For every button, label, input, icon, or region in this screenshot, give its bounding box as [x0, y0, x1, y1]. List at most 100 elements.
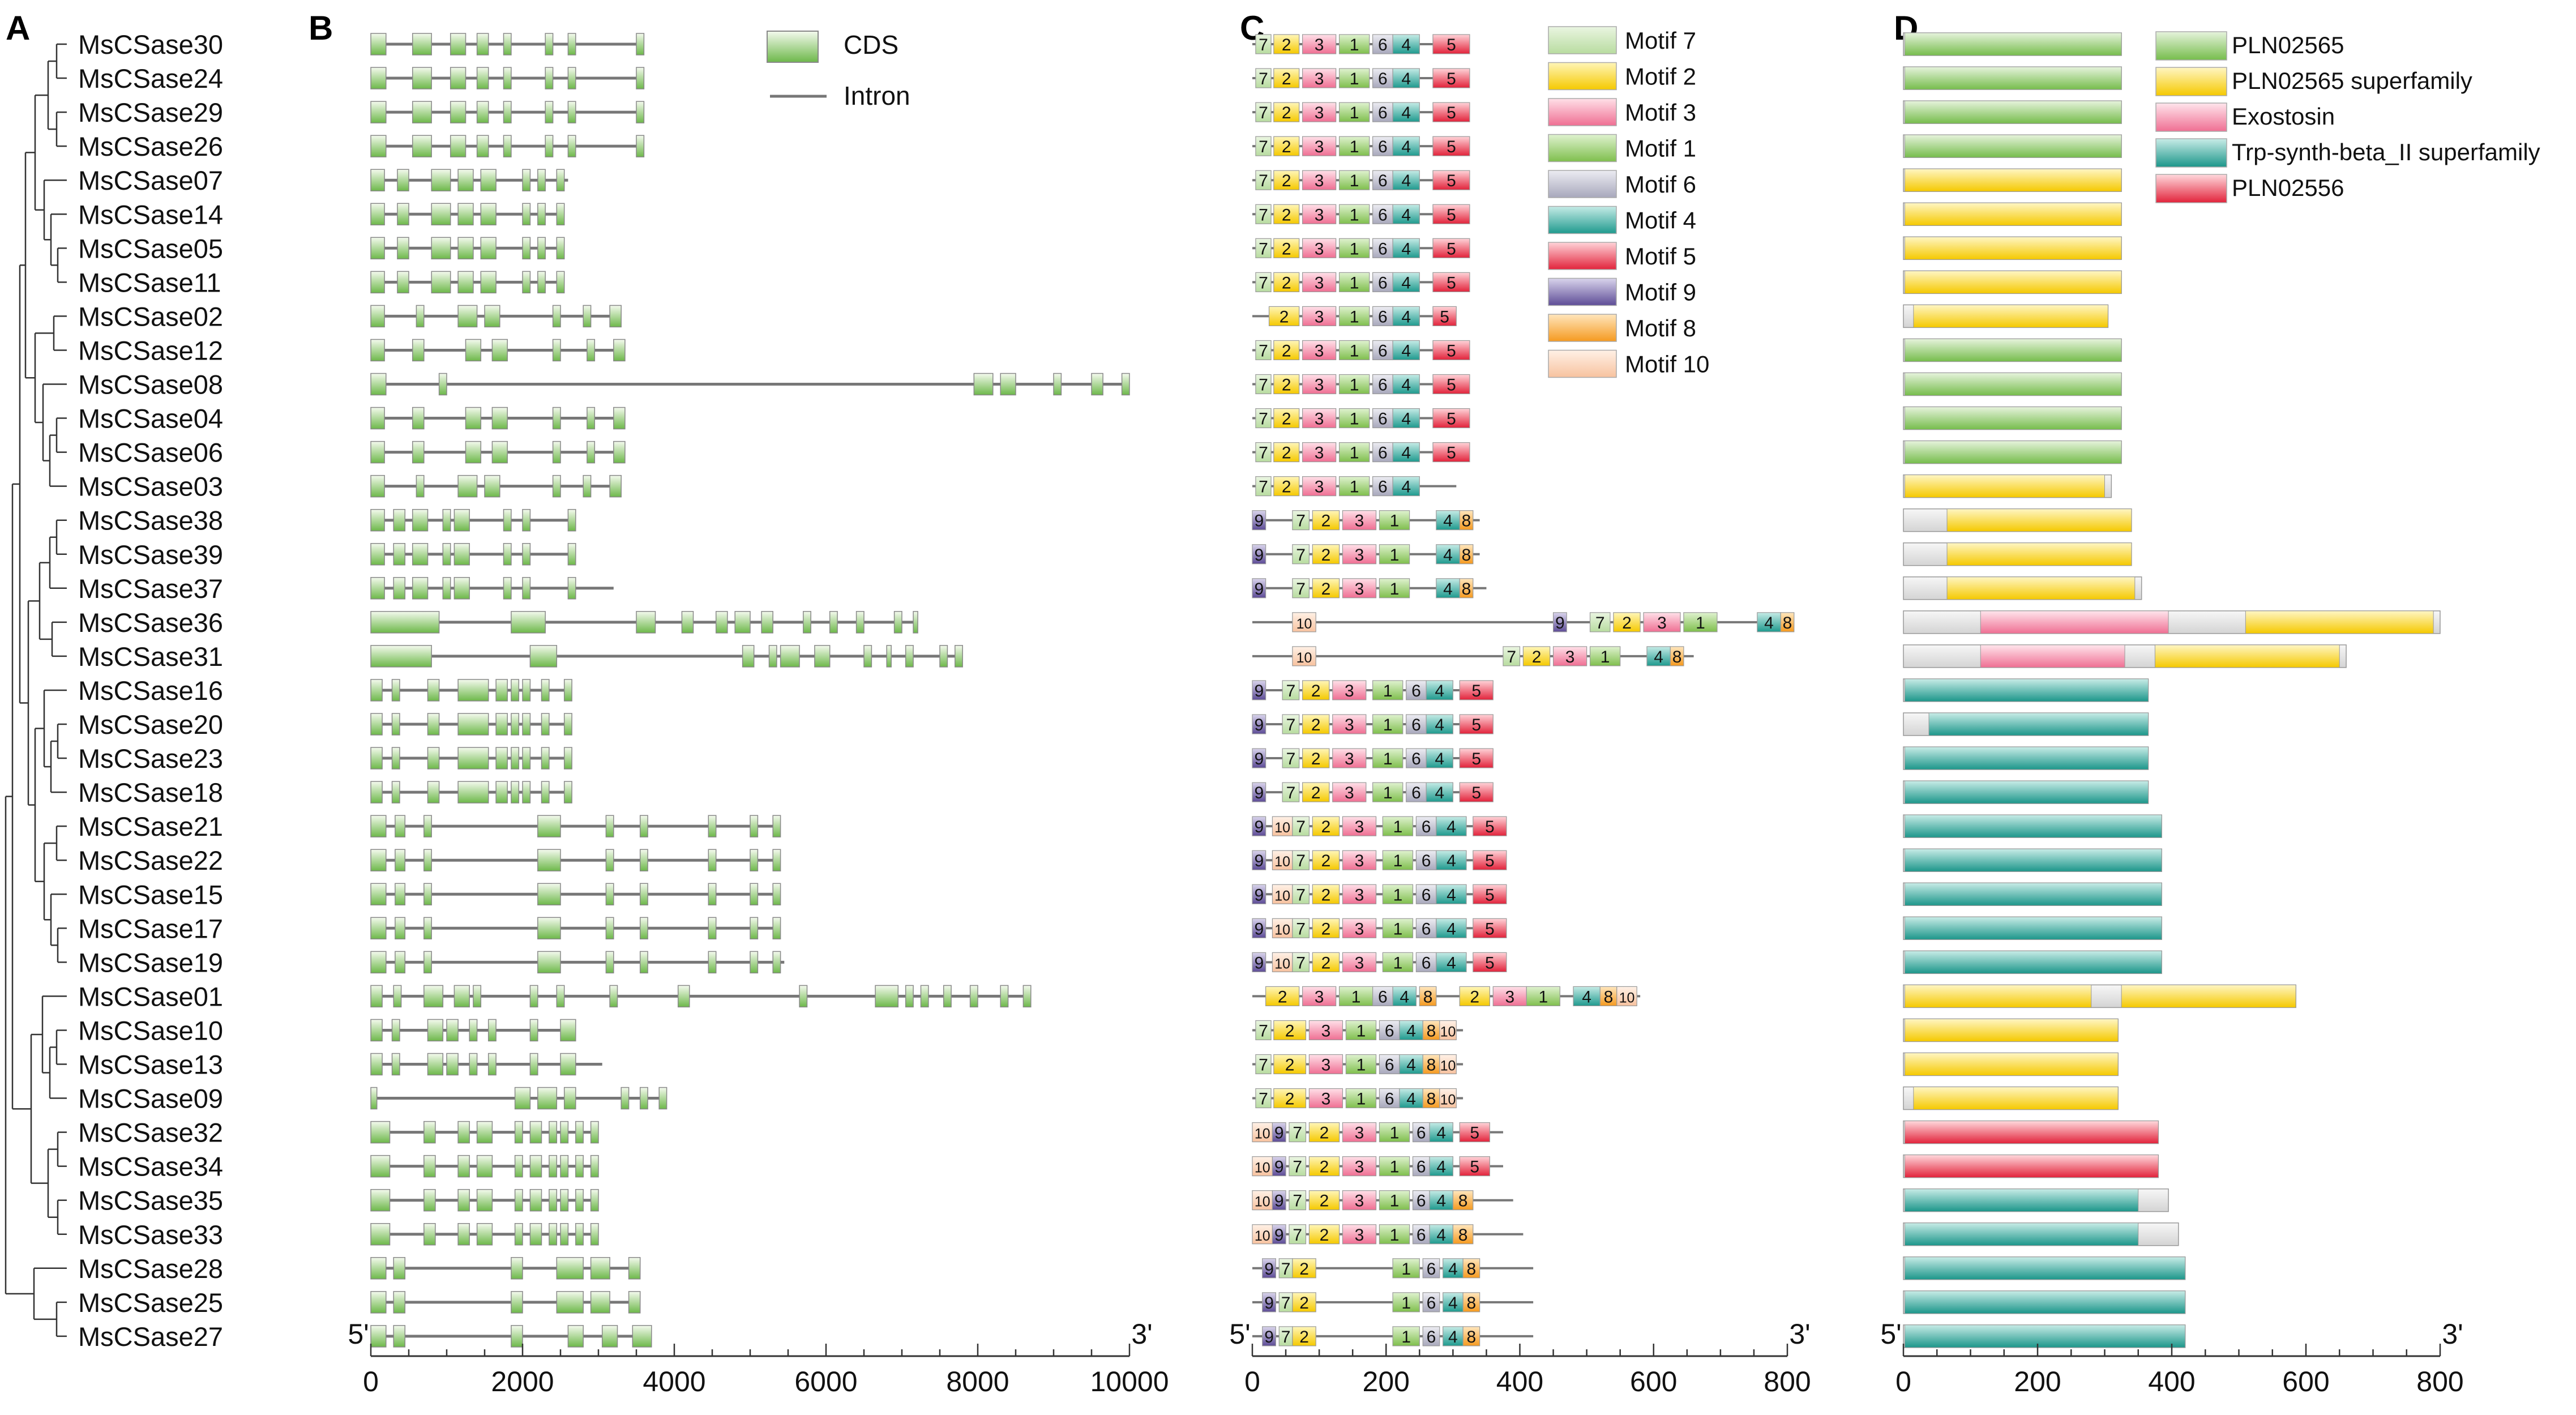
panel-label-a: A	[6, 9, 30, 47]
cds-exon	[628, 1257, 641, 1280]
motif-number: 4	[1448, 1328, 1458, 1346]
motif-number: 2	[1282, 240, 1291, 258]
cds-exon	[560, 1189, 569, 1212]
cds-exon	[814, 645, 831, 668]
cds-exon	[529, 1019, 538, 1042]
motif-number: 1	[1539, 987, 1548, 1006]
cds-exon	[511, 1257, 523, 1280]
cds-exon	[563, 1087, 576, 1110]
cds-exon	[537, 271, 546, 294]
domain-legend-label: PLN02565 superfamily	[2232, 67, 2472, 94]
motif-block	[1255, 102, 1272, 122]
cds-exon	[549, 1189, 558, 1212]
motif-axis-start-label: 5'	[1229, 1318, 1250, 1350]
domain-block	[1980, 644, 2125, 668]
motif-block	[1255, 374, 1272, 395]
motif-number: 4	[1764, 614, 1774, 632]
motif-number: 7	[1286, 784, 1296, 802]
motif-number: 4	[1435, 784, 1444, 802]
domain-legend-label: Exostosin	[2232, 103, 2335, 130]
motif-number: 5	[1471, 716, 1481, 734]
motif-number: 3	[1315, 444, 1324, 463]
motif-number: 8	[1783, 614, 1792, 632]
cds-exon	[370, 917, 387, 940]
cds-exon	[545, 135, 554, 157]
motif-block	[1392, 374, 1420, 395]
motif-block	[1252, 850, 1266, 870]
gene-label: MsCSase16	[78, 676, 223, 706]
cds-exon	[529, 1155, 542, 1178]
domain-block	[1904, 168, 2122, 192]
motif-number: 4	[1436, 1226, 1446, 1245]
cds-exon	[416, 474, 425, 498]
motif-number: 2	[1321, 954, 1331, 972]
cds-exon	[575, 1189, 584, 1212]
motif-number: 2	[1320, 1124, 1329, 1143]
motif-block	[1399, 1088, 1423, 1109]
cds-exon	[423, 985, 444, 1008]
motif-axis-tick-label: 800	[1764, 1366, 1811, 1397]
cds-exon	[480, 271, 497, 294]
motif-block	[1302, 272, 1337, 292]
cds-exon	[450, 135, 467, 157]
cds-exon	[556, 1291, 584, 1314]
motif-block	[1289, 1122, 1307, 1143]
cds-exon	[537, 883, 561, 905]
cds-exon	[431, 169, 451, 191]
motif-block	[1252, 680, 1266, 700]
motif-number: 5	[1471, 682, 1481, 700]
motif-block	[1252, 544, 1266, 565]
motif-legend-swatch	[1548, 242, 1617, 270]
cds-exon	[495, 679, 508, 702]
cds-exon	[537, 203, 546, 225]
cds-exon	[484, 305, 500, 328]
motif-block	[1312, 510, 1340, 531]
gene-label: MsCSase21	[78, 811, 223, 841]
motif-number: 9	[1254, 784, 1264, 802]
motif-block	[1342, 1156, 1377, 1177]
motif-block	[1342, 850, 1377, 870]
cds-exon	[772, 917, 781, 940]
motif-block	[1426, 782, 1453, 802]
motif-block	[1392, 34, 1420, 54]
motif-block	[1415, 952, 1437, 972]
motif-block	[1289, 1190, 1307, 1211]
motif-number: 5	[1485, 954, 1495, 972]
motif-block	[1338, 136, 1370, 156]
motif-number: 8	[1462, 546, 1471, 565]
motif-block	[1255, 476, 1272, 497]
motif-number: 7	[1595, 614, 1605, 632]
cds-exon	[905, 645, 914, 668]
motif-block	[1613, 612, 1641, 632]
motif-number: 2	[1311, 750, 1321, 768]
motif-number: 2	[1282, 138, 1291, 156]
motif-block	[1312, 884, 1340, 904]
cds-exon	[545, 67, 554, 89]
cds-exon	[522, 271, 531, 294]
cds-exon	[639, 1087, 648, 1110]
cds-exon	[549, 1223, 558, 1246]
cds-exon	[370, 508, 385, 532]
motif-block	[1643, 612, 1681, 632]
domain-block	[2121, 984, 2296, 1008]
motif-block	[1273, 374, 1300, 395]
motif-block	[1338, 986, 1373, 1007]
motif-block	[1338, 34, 1370, 54]
motif-block	[1379, 1122, 1410, 1143]
cds-exon	[587, 339, 596, 362]
cds-exon	[537, 169, 546, 191]
cds-exon	[556, 169, 565, 191]
motif-block	[1342, 578, 1377, 599]
motif-number: 3	[1345, 784, 1354, 802]
cds-exon	[605, 815, 614, 837]
domain-block	[1904, 678, 2149, 702]
motif-number: 1	[1350, 104, 1359, 122]
cds-exon	[522, 237, 531, 260]
motif-block	[1272, 1156, 1286, 1177]
motif-number: 5	[1447, 138, 1456, 156]
motif-number: 1	[1390, 580, 1400, 599]
gene-label: MsCSase14	[78, 199, 223, 229]
motif-block	[1392, 102, 1420, 122]
motif-number: 2	[1282, 478, 1291, 497]
motif-number: 7	[1259, 1021, 1268, 1040]
